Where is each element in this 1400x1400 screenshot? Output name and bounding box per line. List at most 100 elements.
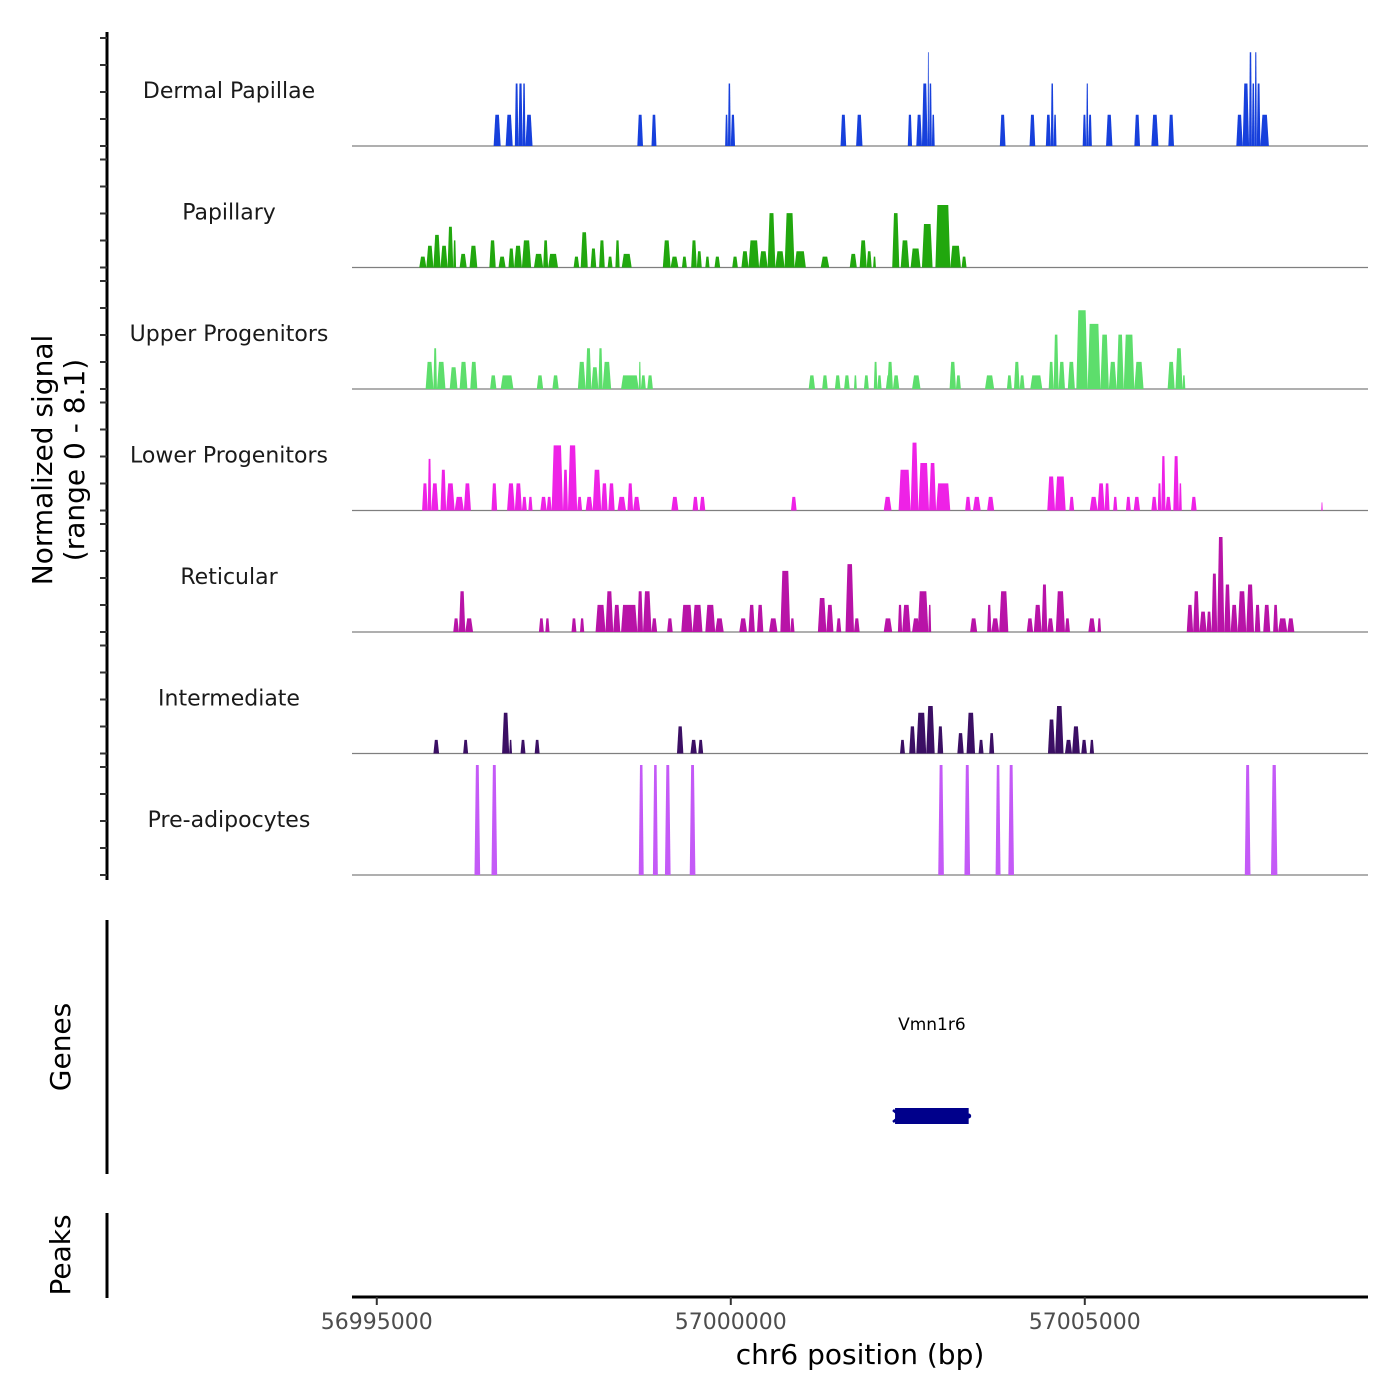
signal-peak: [984, 375, 995, 389]
signal-peak: [957, 733, 964, 754]
y-axis-title-line2: (range 0 - 8.1): [58, 359, 91, 561]
signal-peak: [698, 739, 704, 754]
signal-peak: [866, 251, 872, 268]
signal-peak: [1175, 348, 1183, 389]
signal-peak: [562, 469, 568, 511]
signal-peak: [538, 618, 544, 632]
signal-peak: [1206, 611, 1212, 632]
signal-peak: [844, 375, 850, 389]
signal-peak: [446, 483, 455, 511]
signal-peak: [714, 256, 721, 268]
signal-peak: [1287, 618, 1295, 632]
signal-peak: [1097, 618, 1102, 632]
signal-peak: [834, 375, 841, 389]
signal-peak: [571, 618, 577, 632]
signal-peak: [640, 375, 646, 389]
signal-peak: [463, 483, 471, 511]
signal-peak: [937, 726, 944, 754]
signal-peak: [1008, 765, 1014, 875]
signal-peak: [995, 765, 1001, 875]
signal-peak: [840, 114, 847, 146]
signal-peak: [433, 348, 437, 389]
signal-peak: [972, 496, 981, 511]
signal-peak: [900, 240, 910, 268]
signal-peak: [469, 245, 478, 268]
signal-peak: [849, 253, 857, 268]
signal-peak: [422, 483, 428, 511]
signal-peak: [585, 348, 592, 389]
signal-peak: [1076, 310, 1088, 389]
signal-peak: [1237, 591, 1247, 632]
signal-peak: [1242, 83, 1250, 146]
signal-peak: [615, 240, 620, 268]
signal-peak: [573, 256, 580, 268]
signal-peak: [522, 83, 526, 146]
signal-peak: [543, 240, 549, 268]
signal-peak: [938, 765, 944, 875]
signal-peak: [536, 375, 544, 389]
signal-peak: [577, 361, 586, 389]
signal-peak: [518, 83, 523, 146]
signal-peak: [1273, 604, 1279, 632]
signal-peak: [651, 618, 658, 632]
signal-peak: [1217, 536, 1225, 632]
signal-peak: [1123, 334, 1135, 389]
track-upper-progenitors: Upper Progenitors: [130, 310, 1368, 390]
signal-peak: [1106, 114, 1113, 146]
signal-peak: [507, 483, 515, 511]
signal-peak: [1244, 765, 1251, 875]
signal-peak: [964, 765, 971, 875]
signal-peak: [551, 445, 563, 511]
signal-peak: [458, 591, 466, 632]
signal-peak: [642, 591, 652, 632]
signal-peak: [431, 483, 439, 511]
signal-peak: [756, 604, 764, 632]
signal-peak: [651, 114, 657, 146]
track-label: Intermediate: [158, 687, 300, 712]
signal-peak: [1053, 114, 1057, 146]
signal-peak: [949, 361, 956, 389]
signal-peak: [493, 114, 501, 146]
signal-peak: [928, 604, 932, 632]
signal-peak: [1173, 456, 1179, 511]
strand-arrow-icon: [892, 1109, 902, 1123]
signal-peak: [454, 496, 464, 511]
signal-peak: [514, 483, 522, 511]
signal-peak: [931, 114, 935, 146]
signal-peak: [1260, 114, 1269, 146]
track-label: Dermal Papillae: [143, 79, 315, 104]
signal-peak: [552, 375, 559, 389]
signal-peak: [887, 361, 893, 389]
signal-peak: [921, 83, 928, 146]
signal-peak: [498, 256, 506, 268]
signal-peak: [1026, 618, 1034, 632]
signal-peak: [826, 604, 834, 632]
signal-peak: [883, 618, 893, 632]
signal-peak: [613, 604, 621, 632]
signal-peak: [989, 733, 995, 754]
signal-peak: [637, 114, 643, 146]
signal-peak: [1199, 611, 1207, 632]
signal-peak: [845, 564, 854, 632]
signal-peak: [1041, 584, 1048, 632]
signal-peak: [689, 765, 696, 875]
signal-peak: [917, 591, 929, 632]
signal-peak: [662, 240, 671, 268]
signal-peak: [427, 458, 432, 511]
signal-peak: [433, 739, 440, 754]
signal-peak: [921, 224, 933, 268]
signal-peak: [790, 496, 797, 511]
signal-peak: [621, 375, 639, 389]
signal-peak: [935, 205, 951, 268]
signal-peak: [633, 496, 641, 511]
signal-peak: [907, 114, 913, 146]
signal-peak: [910, 248, 921, 268]
signal-peak: [585, 496, 593, 511]
track-lower-progenitors: Lower Progenitors: [130, 442, 1368, 512]
signal-peak: [617, 496, 627, 511]
signal-peak: [691, 240, 697, 268]
signal-peak: [715, 618, 724, 632]
signal-peak: [637, 591, 643, 632]
signal-peak: [534, 739, 540, 754]
